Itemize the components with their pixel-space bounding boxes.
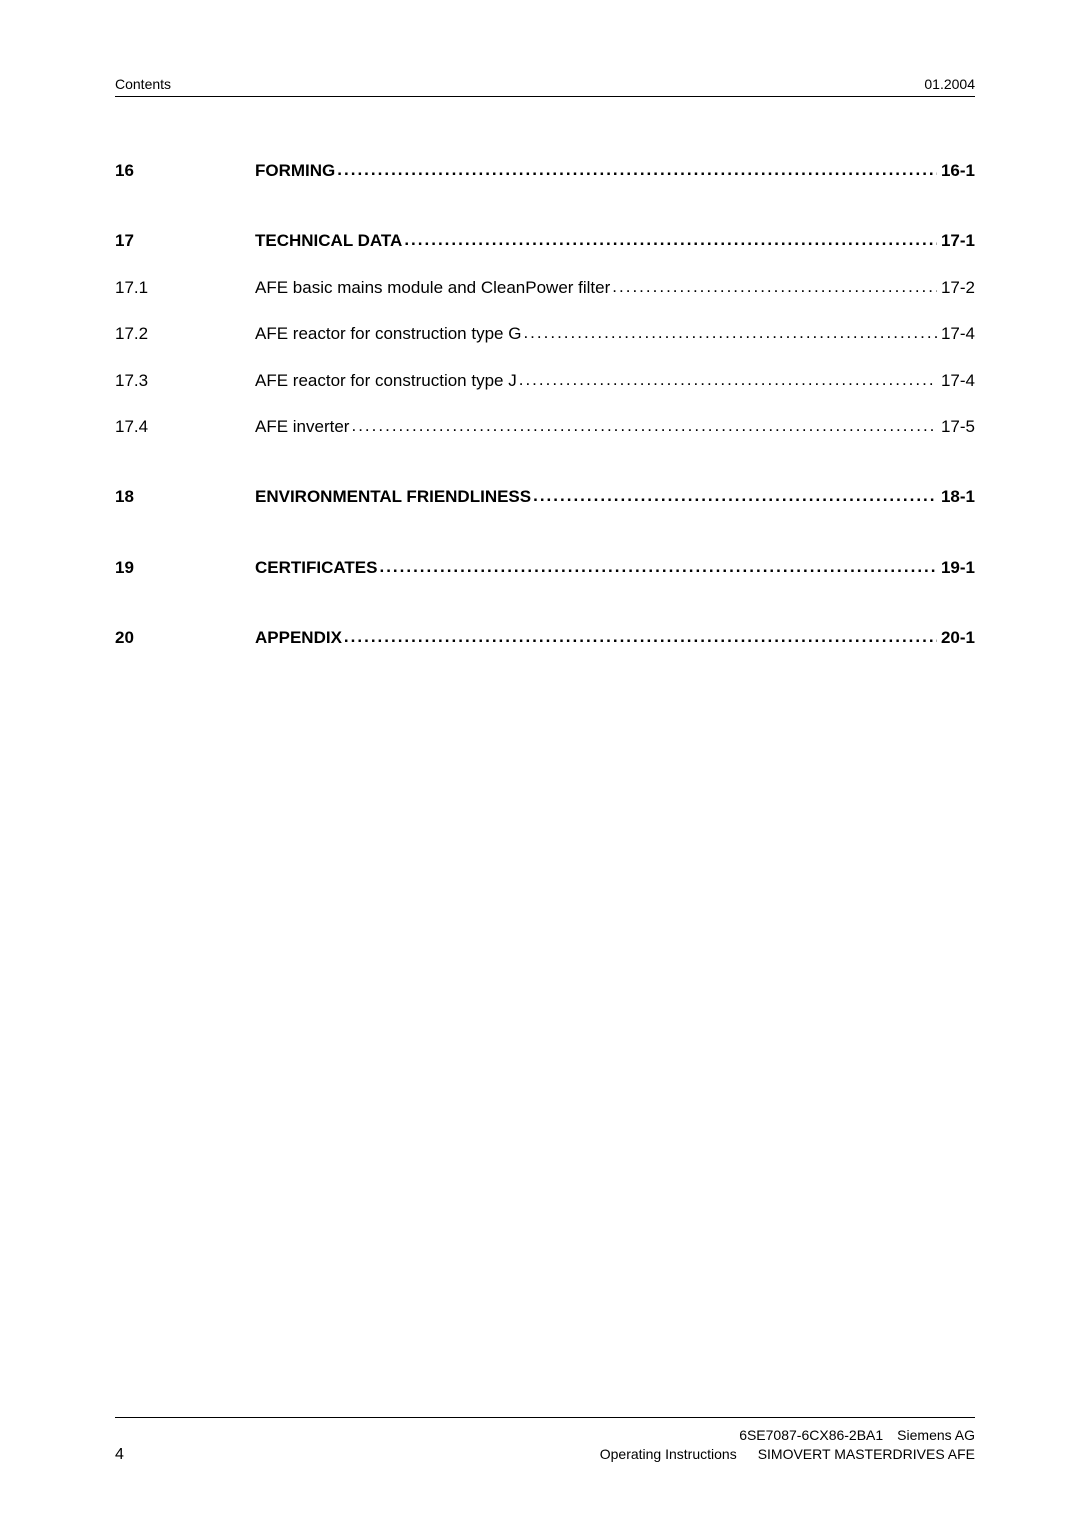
toc-row: 16FORMING 16-1 <box>115 161 975 181</box>
header-right: 01.2004 <box>924 76 975 92</box>
toc-title: AFE inverter <box>255 417 349 437</box>
toc-row: 17.1AFE basic mains module and CleanPowe… <box>115 278 975 298</box>
toc-number: 17.2 <box>115 324 255 344</box>
page-footer: 4 6SE7087-6CX86-2BA1 Siemens AG Operatin… <box>115 1417 975 1464</box>
toc-leader <box>533 486 937 506</box>
toc-number: 19 <box>115 558 255 578</box>
toc-row: 18ENVIRONMENTAL FRIENDLINESS 18-1 <box>115 487 975 507</box>
toc-leader <box>379 557 937 577</box>
table-of-contents: 16FORMING 16-117TECHNICAL DATA 17-117.1A… <box>115 161 975 649</box>
toc-title: AFE reactor for construction type J <box>255 371 517 391</box>
footer-rule <box>115 1417 975 1418</box>
header-left: Contents <box>115 76 171 92</box>
toc-leader <box>523 323 937 343</box>
toc-row: 17.3AFE reactor for construction type J … <box>115 371 975 391</box>
toc-page: 17-1 <box>939 231 975 251</box>
toc-number: 17.1 <box>115 278 255 298</box>
toc-title: FORMING <box>255 161 335 181</box>
toc-number: 16 <box>115 161 255 181</box>
toc-page: 17-5 <box>939 417 975 437</box>
toc-title: APPENDIX <box>255 628 342 648</box>
toc-leader <box>351 416 936 436</box>
toc-row: 17.2AFE reactor for construction type G … <box>115 324 975 344</box>
toc-row: 17.4AFE inverter 17-5 <box>115 417 975 437</box>
toc-leader <box>344 627 937 647</box>
toc-title: ENVIRONMENTAL FRIENDLINESS <box>255 487 531 507</box>
toc-row: 20APPENDIX 20-1 <box>115 628 975 648</box>
toc-page: 17-4 <box>939 324 975 344</box>
toc-row: 19CERTIFICATES 19-1 <box>115 558 975 578</box>
toc-page: 18-1 <box>939 487 975 507</box>
footer-right: 6SE7087-6CX86-2BA1 Siemens AG Operating … <box>600 1426 975 1464</box>
toc-number: 20 <box>115 628 255 648</box>
page-header: Contents 01.2004 <box>115 76 975 97</box>
toc-leader <box>519 370 937 390</box>
toc-page: 19-1 <box>939 558 975 578</box>
footer-page-number: 4 <box>115 1446 124 1464</box>
footer-line-1: 6SE7087-6CX86-2BA1 Siemens AG <box>600 1426 975 1445</box>
footer-lines: 4 6SE7087-6CX86-2BA1 Siemens AG Operatin… <box>115 1426 975 1464</box>
toc-page: 17-2 <box>939 278 975 298</box>
toc-row: 17TECHNICAL DATA 17-1 <box>115 231 975 251</box>
toc-number: 17.4 <box>115 417 255 437</box>
toc-leader <box>337 160 937 180</box>
toc-title: TECHNICAL DATA <box>255 231 402 251</box>
toc-number: 17 <box>115 231 255 251</box>
footer-line-2: Operating Instructions SIMOVERT MASTERDR… <box>600 1445 975 1464</box>
toc-number: 17.3 <box>115 371 255 391</box>
toc-leader <box>404 230 937 250</box>
page: Contents 01.2004 16FORMING 16-1 17TECHNIC… <box>0 0 1080 1528</box>
toc-page: 16-1 <box>939 161 975 181</box>
toc-leader <box>612 277 937 297</box>
toc-title: AFE basic mains module and CleanPower fi… <box>255 278 610 298</box>
toc-title: CERTIFICATES <box>255 558 377 578</box>
toc-page: 20-1 <box>939 628 975 648</box>
toc-number: 18 <box>115 487 255 507</box>
toc-page: 17-4 <box>939 371 975 391</box>
toc-title: AFE reactor for construction type G <box>255 324 521 344</box>
